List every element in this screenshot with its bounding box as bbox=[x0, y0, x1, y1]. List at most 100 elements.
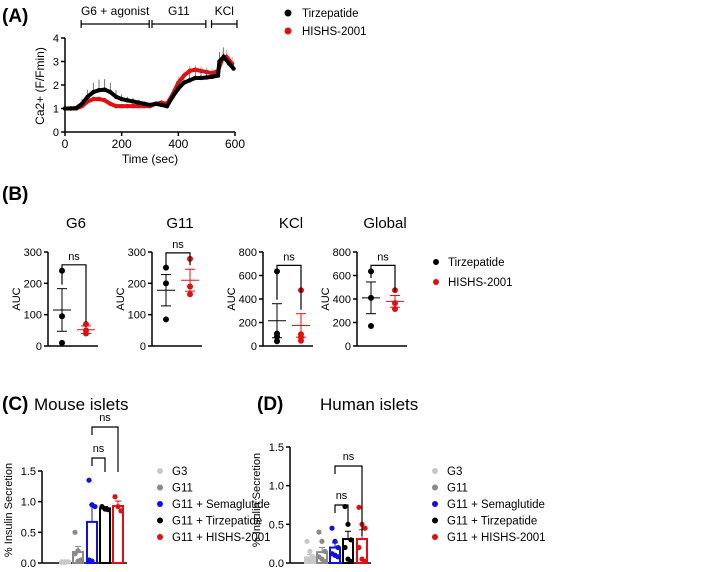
b-g11-significance-label: ns bbox=[172, 239, 184, 251]
b-g11-ylabel: AUC bbox=[115, 287, 127, 310]
b-g6-y-tick-label: 200 bbox=[24, 278, 42, 290]
c-data-point bbox=[105, 507, 111, 513]
d-legend-label: G11 + Semaglutide bbox=[447, 499, 545, 511]
c-significance-label: ns bbox=[99, 412, 111, 424]
b-kcl-ylabel: AUC bbox=[226, 287, 238, 310]
a-data-point bbox=[91, 89, 96, 95]
a-legend-label: HISHS-2001 bbox=[302, 26, 367, 38]
b-global-y-tick-label: 800 bbox=[333, 247, 351, 259]
panel-label-a: (A) bbox=[2, 6, 28, 27]
d-legend-label: G3 bbox=[447, 466, 462, 478]
c-y-tick-label: 1.5 bbox=[21, 466, 36, 478]
b-kcl-data-point bbox=[298, 337, 304, 344]
a-series-line-hishs-2001 bbox=[65, 54, 234, 111]
a-data-point bbox=[210, 74, 215, 79]
a-data-point bbox=[102, 98, 107, 103]
b-legend-marker bbox=[433, 259, 439, 265]
c-legend-label: G3 bbox=[172, 466, 187, 478]
b-g6-title: G6 bbox=[66, 215, 86, 232]
b-g11-y-tick-label: 300 bbox=[128, 247, 146, 259]
a-data-point bbox=[187, 78, 192, 83]
b-global-y-tick-label: 0 bbox=[345, 341, 351, 353]
a-phase-label: G11 bbox=[168, 4, 190, 18]
a-data-point bbox=[91, 96, 96, 102]
b-g11-y-tick-label: 0 bbox=[140, 341, 146, 353]
panel-label-d: (D) bbox=[257, 394, 283, 415]
a-data-point bbox=[62, 106, 68, 111]
b-g6-data-point bbox=[59, 313, 65, 320]
c-legend-marker bbox=[157, 501, 163, 507]
a-y-tick-label: 1 bbox=[53, 104, 59, 116]
c-bar bbox=[99, 507, 111, 564]
b-kcl-title: KCl bbox=[279, 215, 303, 232]
b-g6-y-tick-label: 100 bbox=[24, 310, 42, 322]
panel-label-b: (B) bbox=[2, 184, 28, 205]
d-data-point bbox=[345, 521, 351, 527]
a-data-point bbox=[136, 100, 141, 105]
b-global-data-point bbox=[392, 305, 398, 312]
b-g11-data-point bbox=[187, 283, 193, 290]
d-data-point bbox=[335, 544, 341, 551]
a-data-point bbox=[193, 67, 198, 72]
a-x-tick-label: 400 bbox=[168, 137, 188, 151]
b-g6-y-tick-label: 300 bbox=[24, 247, 42, 259]
b-global-data-point bbox=[368, 294, 374, 301]
d-y-tick-label: 0.0 bbox=[269, 558, 284, 570]
b-g6-significance-label: ns bbox=[68, 251, 80, 263]
b-g6-data-point bbox=[59, 339, 65, 346]
d-data-point bbox=[322, 558, 328, 565]
a-data-point bbox=[227, 61, 232, 67]
b-global-ylabel: AUC bbox=[320, 287, 332, 310]
c-data-point bbox=[72, 551, 78, 557]
c-legend-marker bbox=[157, 484, 163, 491]
a-data-point bbox=[102, 87, 107, 92]
d-data-point bbox=[322, 548, 328, 555]
c-bar bbox=[86, 520, 98, 565]
b-global-y-tick-label: 600 bbox=[333, 271, 351, 283]
a-data-point bbox=[176, 86, 181, 91]
a-y-tick-label: 0 bbox=[53, 127, 59, 139]
d-data-point bbox=[356, 544, 362, 551]
b-g11-data-point bbox=[163, 316, 169, 323]
a-data-point bbox=[79, 101, 85, 107]
c-y-tick-label: 0.5 bbox=[21, 527, 36, 539]
c-data-point bbox=[72, 529, 78, 535]
c-y-tick-label: 0.0 bbox=[21, 558, 36, 570]
a-data-point bbox=[130, 103, 136, 109]
a-data-point bbox=[130, 99, 136, 104]
d-legend-label: G11 + HISHS-2001 bbox=[447, 532, 546, 544]
a-data-point bbox=[204, 75, 209, 80]
c-legend-label: G11 + Semaglutide bbox=[172, 499, 270, 511]
b-legend-label: HISHS-2001 bbox=[448, 277, 513, 289]
d-data-point bbox=[362, 525, 368, 531]
b-kcl-y-tick-label: 600 bbox=[239, 271, 257, 283]
c-ylabel: % Insulin Secretion bbox=[3, 463, 15, 557]
b-g6-data-point bbox=[83, 330, 89, 337]
b-g6-ylabel: AUC bbox=[11, 287, 23, 310]
a-data-point bbox=[68, 106, 73, 111]
c-legend-marker bbox=[157, 534, 163, 540]
c-data-point bbox=[112, 494, 118, 500]
d-y-tick-label: 0.5 bbox=[269, 519, 284, 531]
a-x-tick-label: 0 bbox=[62, 137, 69, 151]
panel-label-c: (C) bbox=[2, 394, 28, 415]
a-data-point bbox=[221, 54, 226, 59]
a-data-point bbox=[159, 102, 164, 108]
b-kcl-y-tick-label: 0 bbox=[251, 341, 257, 353]
d-legend-marker bbox=[432, 517, 438, 524]
d-ylabel: % Insulin Secretion bbox=[251, 453, 263, 547]
a-x-tick-label: 600 bbox=[225, 137, 245, 151]
d-legend-marker bbox=[432, 484, 438, 491]
a-data-point bbox=[181, 80, 187, 85]
c-bar bbox=[112, 504, 124, 564]
a-data-point bbox=[96, 87, 102, 93]
b-g6-significance-bracket bbox=[61, 264, 87, 322]
b-kcl-y-tick-label: 800 bbox=[239, 247, 257, 259]
a-x-tick-label: 200 bbox=[112, 137, 132, 151]
c-legend-label: G11 + Tirzepatide bbox=[172, 516, 262, 528]
c-legend-marker bbox=[157, 517, 163, 524]
b-kcl-y-tick-label: 200 bbox=[239, 318, 257, 330]
d-data-point bbox=[316, 529, 322, 535]
b-kcl-significance-bracket bbox=[276, 264, 302, 310]
d-data-point bbox=[304, 538, 310, 544]
